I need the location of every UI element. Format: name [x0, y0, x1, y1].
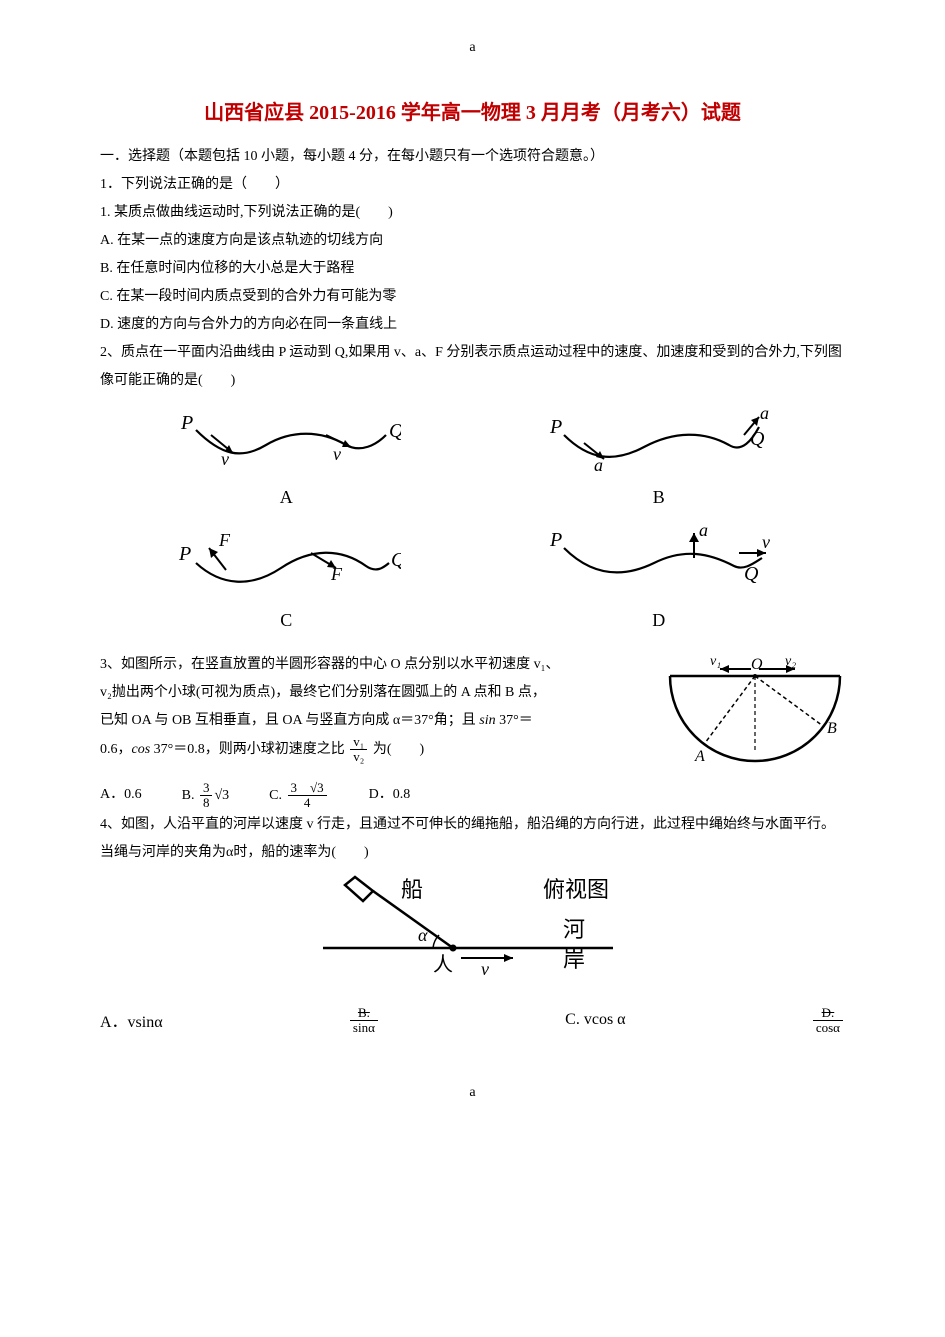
q4-optD-label: D. [813, 1006, 843, 1021]
q4-optB-den: sinα [350, 1021, 378, 1035]
label-P: P [178, 543, 191, 565]
q3-cos: cos [132, 742, 151, 757]
q3-line4d: 为( ) [373, 742, 424, 757]
q2-label-C: C [119, 610, 454, 631]
q4-optB-label: B. [350, 1006, 378, 1021]
q1-sub: 1. 某质点做曲线运动时,下列说法正确的是( ) [100, 199, 845, 227]
q1-optC: C. 在某一段时间内质点受到的合外力有可能为零 [100, 283, 845, 311]
q2-fig-B: P Q a a B [491, 405, 826, 508]
q4-optD-den: cosα [813, 1021, 843, 1035]
label-v2: v₂ [785, 654, 796, 669]
q4-stem: 4、如图，人沿平直的河岸以速度 v 行走，且通过不可伸长的绳拖船，船沿绳的方向行… [100, 811, 845, 867]
label-person: 人 [433, 953, 453, 976]
q4-figure: α v 船 俯视图 河 岸 人 [100, 873, 845, 998]
q3-frac-den: v₂ [350, 750, 367, 764]
label-F1: F [218, 530, 231, 550]
q1-optD: D. 速度的方向与合外力的方向必在同一条直线上 [100, 311, 845, 339]
label-Q: Q [750, 428, 765, 450]
section-heading: 一．选择题（本题包括 10 小题，每小题 4 分，在每小题只有一个选项符合题意。… [100, 143, 845, 171]
q2-fig-C: P Q F F C [119, 518, 454, 631]
q3-line4c: 37°＝0.8，则两小球初速度之比 [150, 742, 345, 757]
label-O: O [751, 656, 763, 673]
label-P: P [180, 412, 193, 434]
q4-optA: A．vsinα [100, 1008, 163, 1032]
q1-optB: B. 在任意时间内位移的大小总是大于路程 [100, 255, 845, 283]
label-river: 河 [563, 917, 585, 942]
q4-optD: D. cosα [811, 1006, 845, 1036]
label-a1: a [594, 455, 603, 475]
q3-optC: C. 3 √3 4 [269, 781, 328, 811]
q3-figure: O v₁ v₂ A B [665, 651, 845, 781]
label-Q: Q [389, 420, 401, 442]
q3-optC-frac: 3 √3 4 [286, 781, 329, 811]
label-a: a [699, 520, 708, 540]
label-P: P [549, 529, 562, 551]
q3-optB-den: 8 [200, 796, 213, 810]
label-P: P [549, 416, 562, 438]
q3-optC-den: 4 [288, 796, 327, 810]
label-v1: v [221, 449, 229, 469]
label-a2: a [760, 405, 769, 423]
label-v: v [481, 959, 489, 979]
label-A: A [694, 748, 705, 765]
footer-letter: a [100, 1085, 845, 1101]
q2-label-D: D [491, 610, 826, 631]
q2-figure-grid: P Q v v A P Q a [100, 405, 845, 641]
q4-options: A．vsinα B. sinα C. vcosα D. cosα [100, 1006, 845, 1036]
q2-label-A: A [119, 487, 454, 508]
q2-fig-D: P Q a v D [491, 518, 826, 631]
label-F2: F [330, 564, 343, 584]
q3-frac-num: v₁ [350, 735, 367, 750]
label-alpha: α [418, 925, 428, 945]
q3-optC-label: C. [269, 788, 282, 803]
q4-optC-alpha: α [617, 1011, 625, 1029]
q2-label-B: B [491, 487, 826, 508]
label-v2: v [333, 444, 341, 464]
q4-optC-text: C. vcos [565, 1011, 613, 1029]
q3-line3a: 已知 OA 与 OB 互相垂直，且 OA 与竖直方向成 α＝37°角；且 [100, 713, 479, 728]
q3-optD: D．0.8 [369, 781, 411, 811]
label-Q: Q [744, 563, 759, 585]
q3-optB-frac: 3 8 [198, 781, 215, 811]
q3-line4a: 0.6， [100, 742, 132, 757]
header-letter: a [100, 40, 845, 56]
label-v: v [762, 532, 770, 552]
q3-optB-label: B. [182, 788, 195, 803]
q3-line3c: 37°＝ [496, 713, 533, 728]
q1-stem: 1．下列说法正确的是（ ） [100, 171, 845, 199]
label-B: B [827, 720, 837, 737]
q4-optB: B. sinα [348, 1006, 380, 1036]
q2-fig-A: P Q v v A [119, 405, 454, 508]
q3-options: A．0.6 B. 3 8 √3 C. 3 √3 4 D．0.8 [100, 781, 845, 811]
page-title: 山西省应县 2015-2016 学年高一物理 3 月月考（月考六）试题 [100, 96, 845, 125]
q3-optB-rad: √3 [214, 788, 229, 803]
q3-block: O v₁ v₂ A B 3、如图所示，在竖直放置的半圆形容器的中心 O 点分别以… [100, 651, 845, 781]
q1-optA: A. 在某一点的速度方向是该点轨迹的切线方向 [100, 227, 845, 255]
q3-optC-num: 3 √3 [288, 781, 327, 796]
label-boat: 船 [401, 877, 423, 902]
q3-optB: B. 3 8 √3 [182, 781, 230, 811]
label-bank: 岸 [563, 947, 585, 972]
q2-stem: 2、质点在一平面内沿曲线由 P 运动到 Q,如果用 v、a、F 分别表示质点运动… [100, 339, 845, 395]
label-topview: 俯视图 [543, 877, 609, 902]
q3-sin: sin [479, 713, 495, 728]
q4-optC: C. vcosα [565, 1011, 625, 1029]
q3-optA: A．0.6 [100, 781, 142, 811]
q3-frac: v₁ v₂ [348, 735, 369, 765]
q3-optB-num: 3 [200, 781, 213, 796]
label-v1: v₁ [710, 654, 721, 669]
label-Q: Q [391, 549, 401, 571]
